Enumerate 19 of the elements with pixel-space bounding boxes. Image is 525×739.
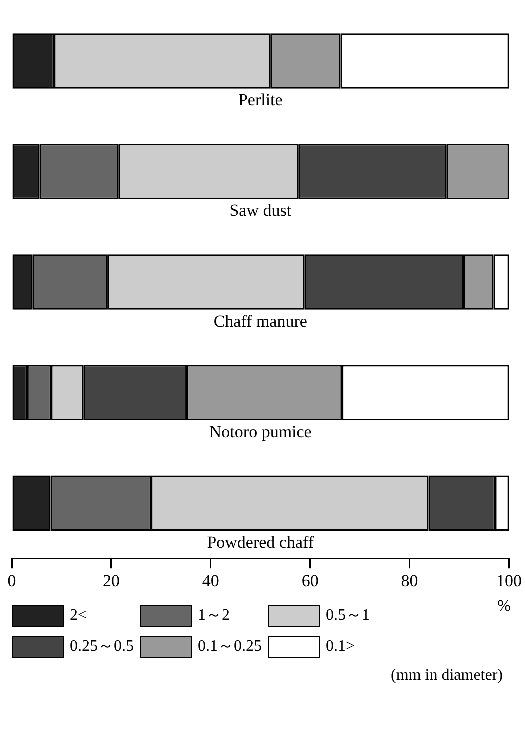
x-tick-label: 0 <box>8 571 16 590</box>
x-tick-label: 40 <box>202 571 220 590</box>
x-tick-label: 100 <box>496 571 522 590</box>
text: (mm in diameter) <box>391 667 504 685</box>
y-tick-label: Chaff manure <box>214 312 308 331</box>
x-tick-label: 80 <box>401 571 418 590</box>
legend-label: 0.1> <box>326 638 356 656</box>
legend-label: 0.1～0.25 <box>198 637 262 657</box>
y-tick-label: Notoro pumice <box>209 422 312 442</box>
y-tick-label: Saw dust <box>230 201 292 220</box>
legend-label: 0.5～1 <box>326 606 370 626</box>
legend-label: 0.25～0.5 <box>70 637 134 657</box>
legend-label: 2< <box>70 606 88 624</box>
x-axis-title: % <box>498 598 511 616</box>
legend-label: 1～2 <box>198 606 230 626</box>
x-tick-label: 60 <box>302 571 319 590</box>
y-tick-label: Powdered chaff <box>207 532 314 552</box>
y-tick-label: Perlite <box>238 90 283 110</box>
x-tick-label: 20 <box>102 571 120 590</box>
